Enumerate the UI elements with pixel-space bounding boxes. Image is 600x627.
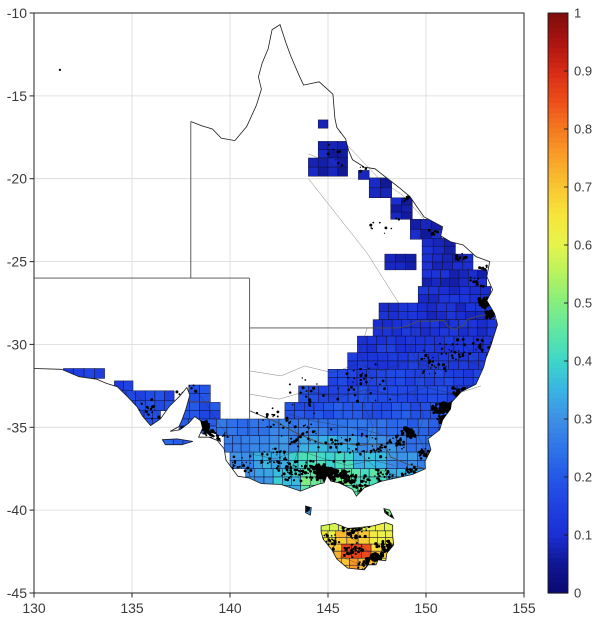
x-tick-label: 140 — [218, 600, 242, 616]
y-tick-label: -40 — [7, 502, 27, 518]
colorbar-tick-label: 0 — [574, 586, 581, 601]
x-tick-label: 130 — [22, 600, 46, 616]
x-tick-label: 135 — [120, 600, 144, 616]
x-tick-label: 145 — [316, 600, 340, 616]
colorbar-tick-label: 0.4 — [574, 354, 592, 369]
axes: 130 135 140 145 150 155 -10 -15 -20 -25 -30 -35 -40 -… — [7, 5, 536, 616]
colorbar-tick-label: 0.3 — [574, 412, 592, 427]
x-tick-label: 155 — [512, 600, 536, 616]
x-tick-label: 150 — [414, 600, 438, 616]
y-tick-label: -25 — [7, 254, 27, 270]
y-tick-label: -30 — [7, 336, 27, 352]
admin-boundaries — [131, 145, 483, 564]
y-tick-label: -20 — [7, 171, 27, 187]
y-tick-label: -45 — [7, 585, 27, 601]
colorbar-tick-label: 0.6 — [574, 238, 592, 253]
colorbar-tick-label: 0.9 — [574, 64, 592, 79]
y-tick-label: -10 — [7, 5, 27, 21]
y-tick-label: -15 — [7, 88, 27, 104]
state-borders — [34, 121, 495, 478]
colorbar-tick-label: 0.1 — [574, 528, 592, 543]
heatmap-cells — [63, 119, 497, 570]
colorbar-tick-label: 0.5 — [574, 296, 592, 311]
colorbar-tick-label: 0.7 — [574, 180, 592, 195]
colorbar-tick-label: 0.2 — [574, 470, 592, 485]
colorbar-tick-label: 0.8 — [574, 122, 592, 137]
y-tick-label: -35 — [7, 419, 27, 435]
colorbar: 0 0.1 0.2 0.3 0.4 0.5 0.6 0.7 0.8 0.9 1 — [547, 6, 592, 601]
colorbar-tick-label: 1 — [574, 6, 581, 21]
